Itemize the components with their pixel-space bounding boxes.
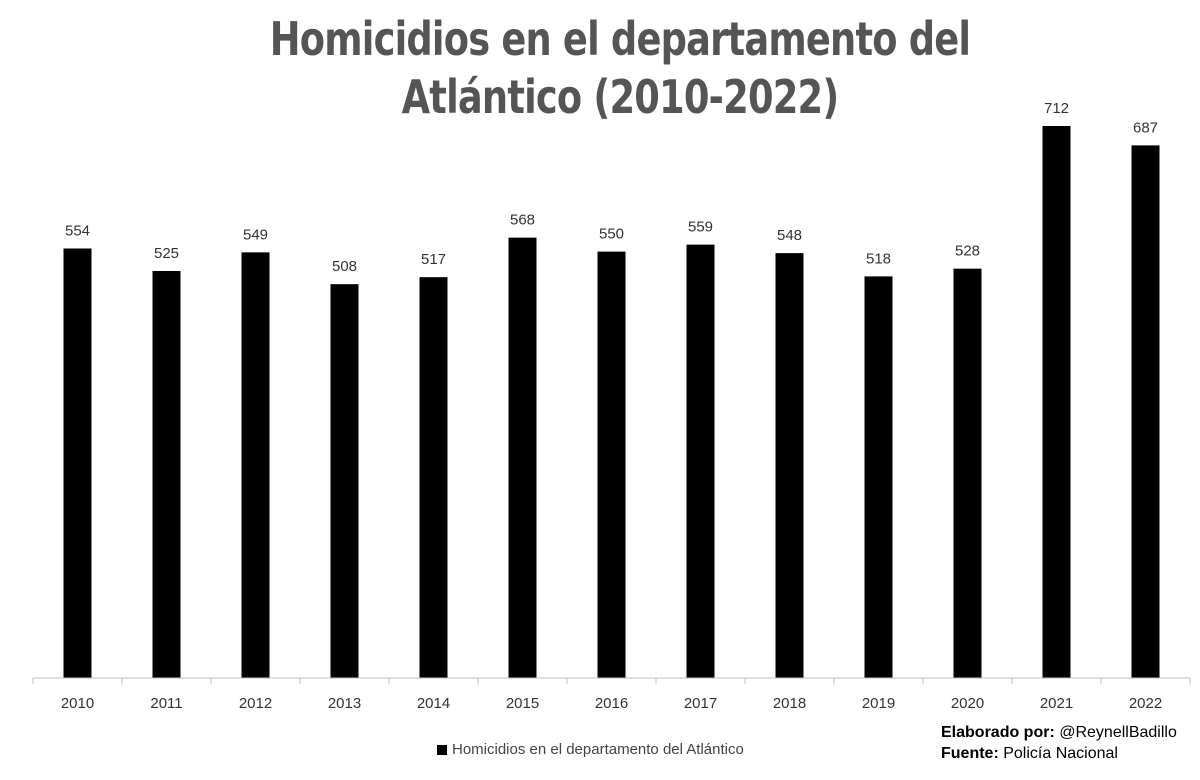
bar-2019 [864, 276, 893, 678]
data-label-2011: 525 [154, 245, 179, 262]
credit-made-by-label: Elaborado por: [941, 724, 1055, 741]
x-tick-label-2013: 2013 [328, 695, 361, 712]
data-label-2019: 518 [866, 250, 891, 267]
x-tick-label-2010: 2010 [61, 695, 94, 712]
x-tick-label-2019: 2019 [862, 695, 895, 712]
bar-2015 [508, 237, 537, 678]
x-tick-label-2015: 2015 [506, 695, 539, 712]
data-label-2010: 554 [65, 222, 90, 239]
data-label-2014: 517 [421, 251, 446, 268]
data-label-2012: 549 [243, 226, 268, 243]
legend-label: Homicidios en el departamento del Atlánt… [452, 741, 744, 758]
bar-2021 [1042, 126, 1071, 678]
legend-swatch [437, 744, 447, 755]
chart-title: Homicidios en el departamento del Atlánt… [269, 12, 971, 124]
credit-made-by-value: @ReynellBadillo [1059, 724, 1177, 741]
bars-group [63, 126, 1160, 679]
x-tick-label-2020: 2020 [951, 695, 984, 712]
credit-source-value: Policía Nacional [1003, 745, 1118, 762]
data-label-2020: 528 [955, 243, 980, 260]
bar-2011 [152, 270, 181, 678]
bar-2012 [241, 252, 270, 678]
legend: Homicidios en el departamento del Atlánt… [437, 741, 744, 758]
x-tick-label-2022: 2022 [1129, 695, 1162, 712]
x-tick-label-2014: 2014 [417, 695, 450, 712]
x-tick-label-2017: 2017 [684, 695, 717, 712]
data-label-2016: 550 [599, 226, 624, 243]
x-tick-label-2016: 2016 [595, 695, 628, 712]
bar-2013 [330, 284, 359, 678]
bar-2022 [1131, 145, 1160, 678]
credit-made-by: Elaborado por: @ReynellBadillo [941, 722, 1177, 743]
data-label-2015: 568 [510, 212, 535, 229]
x-tick-label-2012: 2012 [239, 695, 272, 712]
data-label-2021: 712 [1044, 100, 1069, 117]
bar-2020 [953, 268, 982, 678]
data-labels-group: 554 525 549 508 517 568 550 559 548 518 528 712 687 [65, 100, 1158, 275]
data-label-2017: 559 [688, 219, 713, 236]
credits: Elaborado por: @ReynellBadillo Fuente: P… [941, 722, 1177, 764]
data-label-2022: 687 [1133, 119, 1158, 136]
x-tick-label-2018: 2018 [773, 695, 806, 712]
data-label-2018: 548 [777, 227, 802, 244]
x-tick-label-2011: 2011 [150, 695, 182, 712]
bar-2014 [419, 277, 448, 678]
x-tick-label-2021: 2021 [1040, 695, 1073, 712]
bar-2017 [686, 244, 715, 678]
data-label-2013: 508 [332, 258, 357, 275]
credit-source: Fuente: Policía Nacional [941, 743, 1177, 764]
x-axis: 2010 2011 2012 2013 2014 2015 2016 2017 2018 2019… [32, 677, 1191, 712]
bar-2018 [775, 253, 804, 679]
credit-source-label: Fuente: [941, 745, 999, 762]
bar-2016 [597, 251, 626, 678]
bar-2010 [63, 248, 92, 678]
